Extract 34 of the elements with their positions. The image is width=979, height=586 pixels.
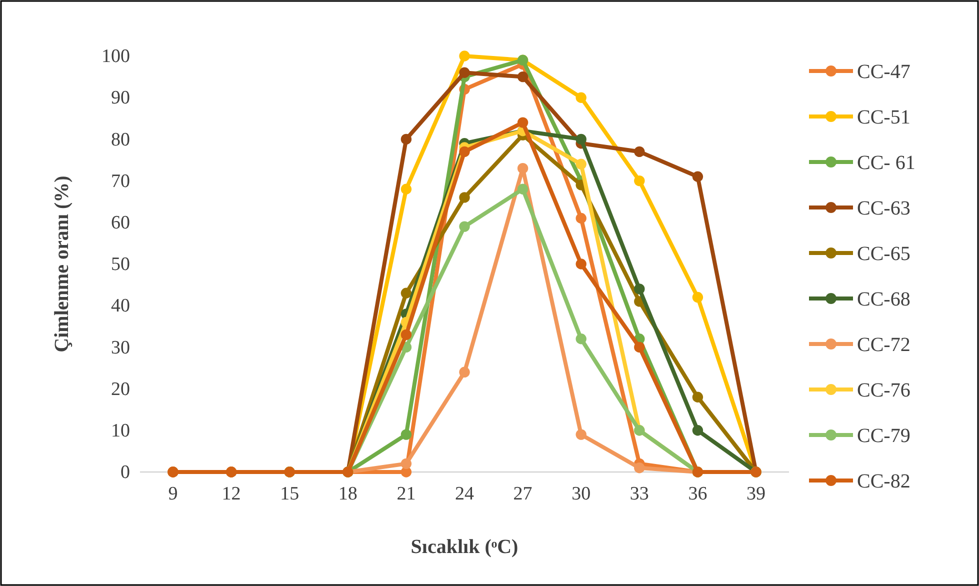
legend-label: CC-65: [857, 243, 910, 265]
legend-label: CC-47: [857, 61, 910, 83]
y-tick-label: 100: [102, 46, 130, 68]
y-tick-label: 0: [120, 462, 130, 484]
x-tick-label: 39: [746, 483, 766, 504]
y-tick-label: 10: [111, 420, 130, 442]
y-axis-title: Çimlenme oranı (%): [51, 176, 73, 352]
legend-label: CC-63: [857, 198, 910, 220]
y-tick-label: 90: [111, 88, 130, 109]
y-tick-label: 50: [111, 254, 130, 276]
x-tick-label: 33: [630, 483, 649, 504]
legend-label: CC- 61: [857, 152, 916, 174]
x-tick-label: 9: [168, 483, 178, 504]
y-tick-label: 20: [111, 378, 130, 400]
x-tick-label: 15: [280, 483, 300, 504]
x-tick-label: 30: [572, 483, 591, 504]
legend-label: CC-82: [857, 470, 910, 492]
y-tick-label: 30: [111, 337, 130, 358]
x-tick-label: 27: [513, 483, 532, 504]
y-tick-label: 40: [111, 296, 130, 317]
y-tick-label: 80: [111, 129, 130, 150]
y-tick-label: 60: [111, 212, 130, 234]
legend-label: CC-79: [857, 425, 910, 447]
x-axis-title: Sıcaklık (ᵒC): [410, 536, 518, 558]
x-tick-label: 36: [688, 483, 708, 504]
legend-label: CC-68: [857, 288, 910, 310]
y-tick-label: 70: [111, 170, 130, 192]
x-tick-label: 18: [338, 483, 358, 504]
legend-label: CC-72: [857, 334, 910, 356]
x-tick-label: 21: [396, 483, 416, 504]
legend-label: CC-76: [857, 380, 910, 402]
legend-label: CC-51: [857, 106, 910, 128]
x-tick-label: 12: [222, 483, 241, 504]
x-tick-label: 24: [455, 483, 474, 504]
